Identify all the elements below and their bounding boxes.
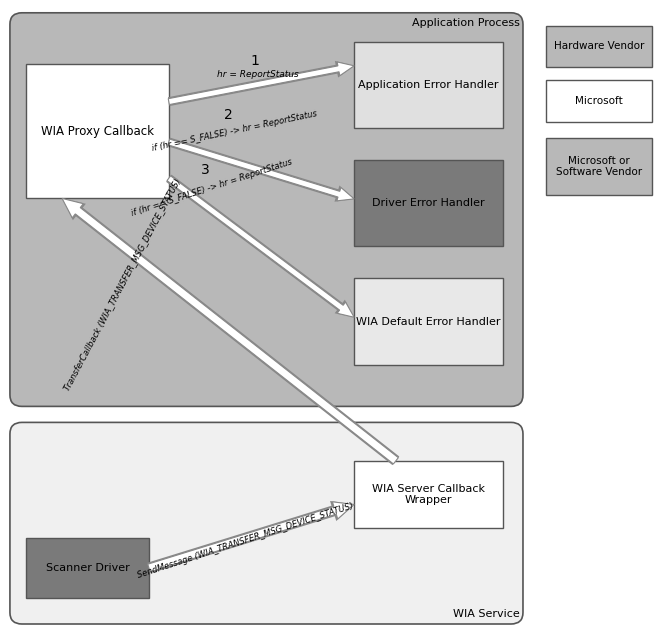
Text: Application Process: Application Process (412, 18, 520, 28)
Text: if (hr == S_FALSE) -> hr = ReportStatus: if (hr == S_FALSE) -> hr = ReportStatus (152, 109, 318, 153)
Polygon shape (166, 175, 354, 317)
Polygon shape (168, 62, 354, 104)
Text: Scanner Driver: Scanner Driver (46, 563, 130, 573)
Polygon shape (168, 139, 354, 201)
Text: 1: 1 (250, 54, 260, 68)
Polygon shape (167, 138, 354, 202)
Text: 2: 2 (224, 108, 233, 122)
Bar (546, 138, 652, 195)
Bar (26, 538, 149, 598)
Bar (354, 278, 503, 365)
Bar (354, 160, 503, 246)
Text: Application Error Handler: Application Error Handler (358, 80, 499, 90)
Polygon shape (168, 61, 354, 106)
Polygon shape (148, 502, 354, 572)
Polygon shape (148, 501, 354, 573)
Bar (354, 42, 503, 128)
Text: SendMessage (WIA_TRANSFER_MSG_DEVICE_STATUS): SendMessage (WIA_TRANSFER_MSG_DEVICE_STA… (136, 502, 354, 580)
Polygon shape (62, 198, 399, 464)
Text: hr = ReportStatus: hr = ReportStatus (217, 70, 299, 79)
Bar (26, 64, 169, 198)
Text: WIA Server Callback
Wrapper: WIA Server Callback Wrapper (372, 484, 485, 505)
Text: Microsoft: Microsoft (575, 96, 623, 106)
Bar (354, 461, 503, 528)
Text: TransferCallback (WIA_TRANSFER_MSG_DEVICE_STATUS): TransferCallback (WIA_TRANSFER_MSG_DEVIC… (62, 177, 183, 392)
Text: WIA Default Error Handler: WIA Default Error Handler (356, 317, 501, 326)
Text: if (hr == S_FALSE) -> hr = ReportStatus: if (hr == S_FALSE) -> hr = ReportStatus (130, 158, 293, 218)
Text: 3: 3 (201, 163, 210, 177)
Text: WIA Service: WIA Service (453, 609, 520, 619)
FancyBboxPatch shape (10, 13, 523, 406)
FancyBboxPatch shape (10, 422, 523, 624)
Bar (546, 26, 652, 67)
Bar (546, 80, 652, 122)
Polygon shape (167, 176, 354, 317)
Polygon shape (62, 198, 399, 465)
Text: Driver Error Handler: Driver Error Handler (372, 198, 485, 208)
Text: Hardware Vendor: Hardware Vendor (554, 42, 644, 51)
Text: Microsoft or
Software Vendor: Microsoft or Software Vendor (556, 156, 642, 177)
Text: WIA Proxy Callback: WIA Proxy Callback (41, 125, 154, 138)
